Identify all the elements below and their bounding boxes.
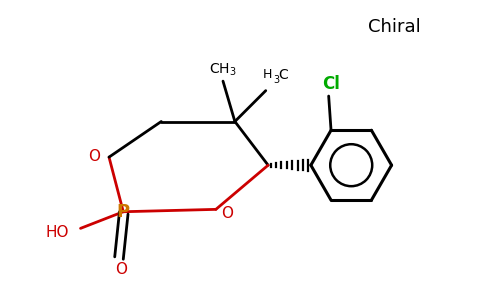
Text: C: C — [278, 68, 288, 82]
Text: 3: 3 — [273, 75, 280, 85]
Text: Chiral: Chiral — [367, 17, 420, 35]
Text: O: O — [89, 149, 101, 164]
Text: HO: HO — [45, 225, 69, 240]
Text: P: P — [117, 203, 130, 221]
Text: O: O — [222, 206, 234, 221]
Text: O: O — [115, 262, 127, 277]
Text: CH$_3$: CH$_3$ — [209, 62, 237, 78]
Text: Cl: Cl — [322, 75, 340, 93]
Text: H: H — [262, 68, 272, 82]
